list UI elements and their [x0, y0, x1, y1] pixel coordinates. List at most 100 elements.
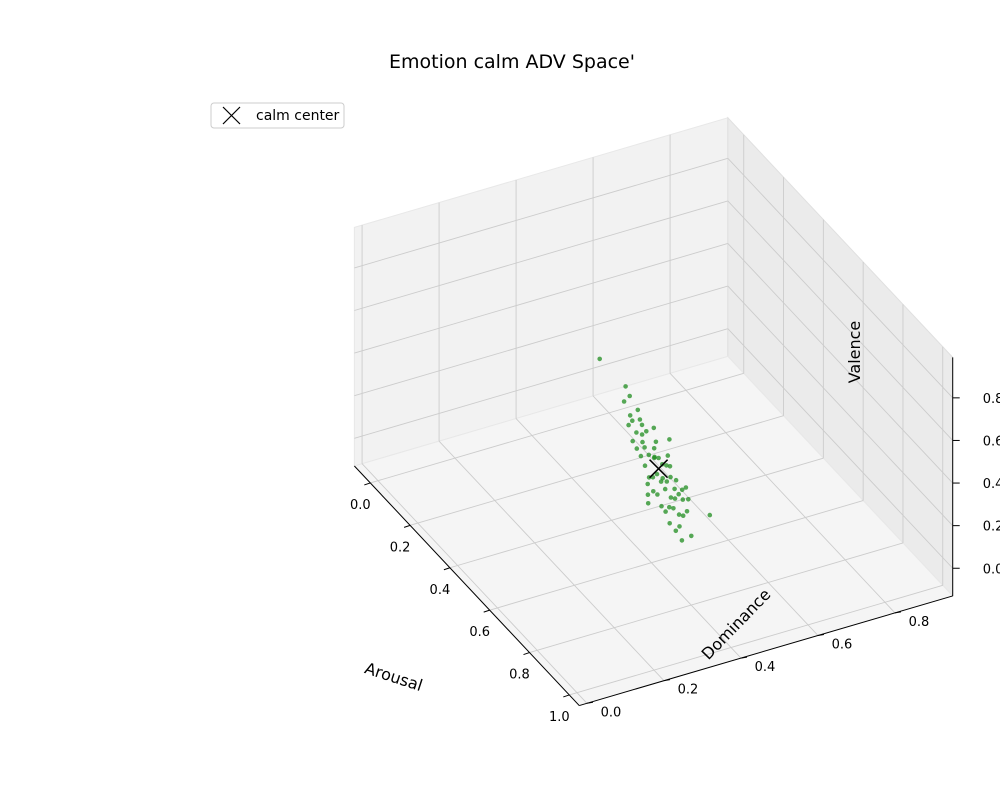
legend: calm center	[210, 102, 345, 129]
y-tick-mark	[894, 611, 902, 614]
scatter-point	[665, 453, 671, 458]
chart-title: Emotion calm ADV Space'	[389, 51, 635, 73]
scatter-point	[686, 497, 691, 502]
axis-panes	[353, 116, 954, 707]
scatter-point	[621, 399, 627, 404]
scatter-point	[656, 455, 661, 461]
x-grid-line-floor	[409, 415, 784, 526]
scatter-point	[654, 471, 660, 477]
y-tick-label: 0.8	[909, 615, 930, 630]
scatter-point	[597, 356, 602, 362]
scatter-point	[689, 533, 694, 539]
x-grid-line-floor	[370, 372, 744, 484]
scatter-point	[627, 393, 632, 399]
z-tick-label: 0.4	[983, 477, 1000, 492]
scatter-point	[630, 418, 635, 424]
tick-labels: 0.0 0.2 0.4 0.6 0.8 1.0 0.0 0.2 0.4 0.6 0.8 0.0 0.2 0…	[350, 392, 1000, 725]
x-tick-label: 0.6	[469, 625, 490, 640]
z-grid-line-left	[354, 243, 728, 354]
scatter-point	[652, 454, 657, 460]
x-grid-line-floor	[489, 500, 864, 611]
z-tick-label: 0.0	[983, 562, 1000, 577]
scatter-point	[640, 439, 645, 445]
x-tick-mark	[364, 482, 371, 486]
z-grid-line-left	[354, 328, 728, 439]
y-tick-mark	[740, 656, 748, 659]
x-tick-mark	[443, 567, 451, 571]
z-tick-label: 0.2	[983, 520, 1000, 535]
scatter-point	[672, 486, 677, 492]
x-tick-mark	[563, 694, 570, 698]
scatter-point	[680, 513, 686, 518]
y-tick-label: 0.4	[755, 660, 776, 675]
scatter-point	[639, 432, 645, 437]
scatter-point	[644, 429, 649, 434]
scatter-point	[635, 407, 641, 413]
y-grid-line-floor	[515, 418, 742, 659]
scatter-point	[683, 485, 689, 490]
z-tick-label: 0.8	[983, 392, 1000, 407]
scatter-point	[637, 417, 643, 422]
scatter-point	[653, 439, 659, 445]
legend-x-marker-icon	[222, 106, 241, 125]
scatter-point	[630, 438, 635, 444]
z-grid-line-back	[727, 328, 954, 569]
scatter-point	[671, 506, 676, 511]
z-grid-line-left	[354, 200, 728, 311]
z-grid-line-left	[354, 157, 728, 269]
scatter-point	[676, 491, 681, 497]
scatter-point	[679, 487, 685, 493]
axis-lines	[354, 357, 960, 707]
scatter-point	[646, 452, 652, 458]
y-tick-label: 0.0	[601, 705, 622, 720]
x-tick-mark	[483, 609, 490, 613]
y-tick-label: 0.6	[832, 637, 853, 652]
x-axis-line	[354, 465, 580, 706]
scatter-point	[684, 509, 690, 514]
scatter-point	[626, 422, 631, 428]
scatter-point	[623, 384, 628, 389]
data-points	[597, 356, 713, 543]
y-tick-label: 0.2	[678, 683, 699, 698]
z-axis-title: Valence	[845, 321, 864, 384]
x-grid-line-floor	[449, 457, 824, 569]
scatter-point	[645, 481, 650, 487]
scatter-point	[672, 496, 678, 501]
x-tick-label: 0.4	[430, 583, 451, 598]
scatter-point	[664, 479, 670, 484]
scatter-point	[651, 425, 657, 431]
scatter-point	[663, 509, 668, 514]
x-tick-label: 0.0	[350, 498, 371, 513]
scatter-point	[638, 453, 644, 459]
scatter-point	[651, 446, 657, 451]
z-grid-line-back	[727, 285, 954, 526]
y-tick-mark	[663, 679, 671, 682]
scatter-point	[645, 492, 651, 498]
z-grid-line-back	[727, 243, 954, 484]
scatter-point	[658, 479, 664, 484]
scatter-point	[667, 521, 672, 526]
scatter-point	[642, 445, 647, 450]
x-grid-line-floor	[529, 542, 904, 653]
scatter-point	[673, 477, 679, 483]
scatter-point	[662, 486, 668, 492]
scatter-point	[673, 528, 679, 534]
z-grid-line-back	[727, 200, 954, 441]
y-axis-line	[579, 595, 953, 707]
y-grid-line-floor	[669, 373, 896, 614]
y-grid-line-floor	[592, 395, 819, 636]
scatter-point	[639, 422, 645, 428]
x-grid-line-floor	[569, 584, 943, 696]
x-tick-label: 0.8	[509, 668, 530, 683]
scatter-point	[664, 463, 669, 468]
scatter-point	[679, 538, 685, 543]
grid-lines	[354, 134, 954, 704]
scatter-point	[642, 463, 648, 469]
scatter-point	[627, 413, 633, 418]
scatter-point	[634, 446, 640, 451]
x-tick-mark	[523, 652, 530, 656]
scatter-point	[680, 497, 686, 502]
y-grid-line-floor	[438, 440, 665, 681]
scatter-point	[651, 489, 656, 494]
